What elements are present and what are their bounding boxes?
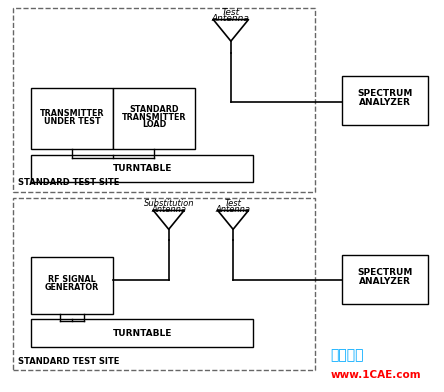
Bar: [31, 155, 253, 182]
Text: TURNTABLE: TURNTABLE: [112, 329, 172, 338]
Text: Antenna: Antenna: [212, 14, 250, 23]
Bar: [113, 88, 195, 149]
Bar: [31, 319, 253, 347]
Text: STANDARD TEST SITE: STANDARD TEST SITE: [18, 357, 119, 366]
Text: SPECTRUM: SPECTRUM: [357, 268, 413, 277]
Text: Test: Test: [225, 199, 242, 208]
Text: UNDER TEST: UNDER TEST: [44, 117, 100, 126]
Text: Antenna: Antenna: [151, 205, 186, 214]
Text: SPECTRUM: SPECTRUM: [357, 89, 413, 98]
Text: Antenna: Antenna: [216, 205, 250, 214]
Text: www.1CAE.com: www.1CAE.com: [331, 370, 421, 380]
Text: 仿真在线: 仿真在线: [331, 348, 364, 363]
Text: GENERATOR: GENERATOR: [45, 283, 99, 292]
Text: TRANSMITTER: TRANSMITTER: [40, 109, 104, 118]
Text: LOAD: LOAD: [142, 120, 166, 129]
Text: Test: Test: [222, 8, 240, 17]
Text: RF SIGNAL: RF SIGNAL: [48, 275, 96, 284]
Text: Substitution: Substitution: [143, 199, 194, 208]
Bar: [342, 255, 428, 304]
Text: ANALYZER: ANALYZER: [359, 277, 411, 286]
Text: STANDARD: STANDARD: [130, 105, 179, 114]
Bar: [31, 88, 113, 149]
Bar: [13, 198, 315, 370]
Bar: [31, 257, 113, 314]
Text: ANALYZER: ANALYZER: [359, 98, 411, 107]
Text: TRANSMITTER: TRANSMITTER: [122, 113, 186, 122]
Text: STANDARD TEST SITE: STANDARD TEST SITE: [18, 178, 119, 187]
Text: TURNTABLE: TURNTABLE: [112, 164, 172, 173]
Bar: [342, 76, 428, 125]
Bar: [13, 8, 315, 192]
